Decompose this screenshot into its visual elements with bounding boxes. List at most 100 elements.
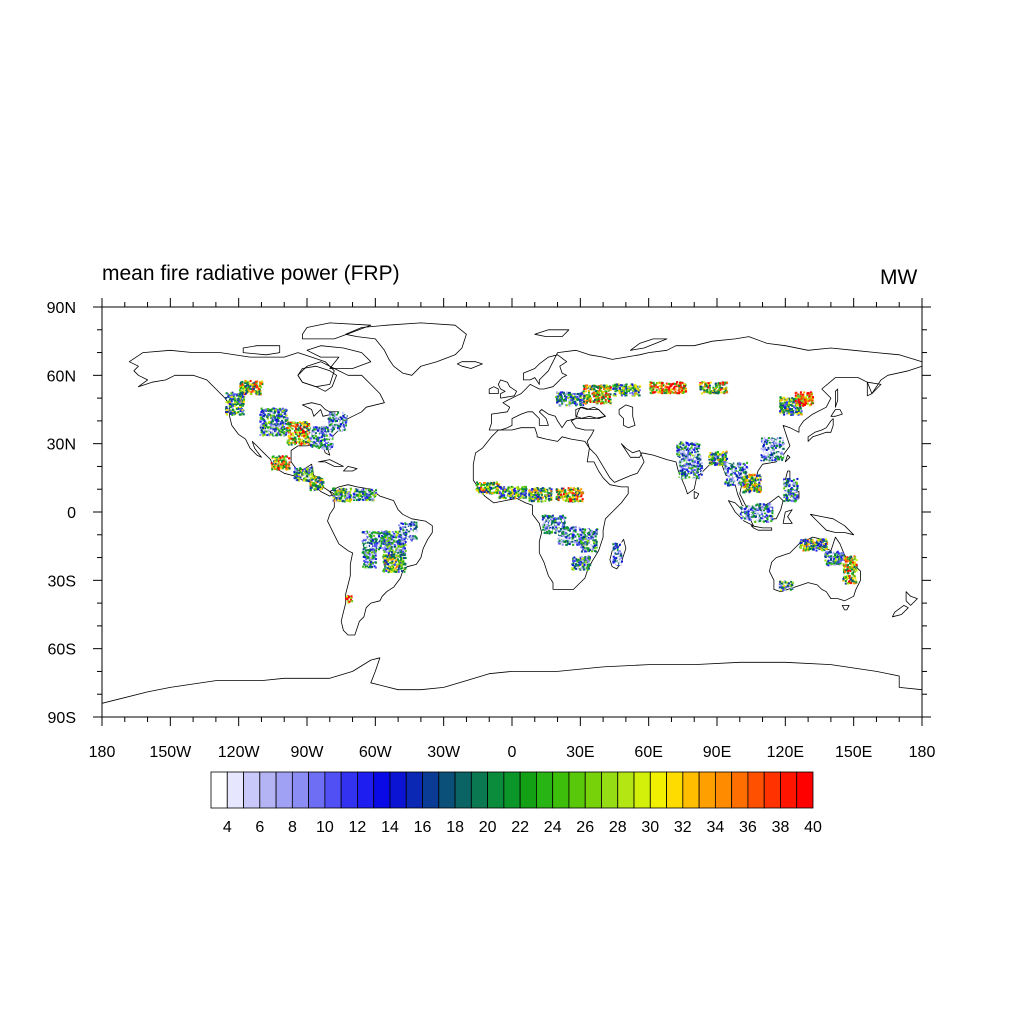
fire-pixel bbox=[402, 546, 405, 548]
fire-pixel bbox=[283, 426, 286, 428]
fire-pixel bbox=[369, 489, 372, 492]
fire-pixel bbox=[557, 397, 559, 400]
fire-pixel bbox=[295, 473, 298, 476]
fire-pixel bbox=[400, 567, 402, 570]
fire-pixel bbox=[281, 455, 284, 458]
fire-pixel bbox=[580, 393, 583, 396]
fire-pixel bbox=[250, 384, 253, 387]
fire-pixel bbox=[387, 539, 390, 542]
fire-pixel bbox=[284, 419, 287, 422]
fire-pixel bbox=[580, 541, 583, 544]
fire-pixel bbox=[616, 552, 619, 555]
fire-pixel bbox=[399, 549, 402, 552]
fire-pixel bbox=[590, 545, 593, 548]
fire-pixel bbox=[599, 389, 602, 392]
fire-pixel bbox=[535, 494, 538, 497]
fire-pixel bbox=[562, 534, 565, 537]
fire-pixel bbox=[518, 496, 521, 499]
fire-pixel bbox=[575, 558, 578, 561]
fire-pixel bbox=[587, 556, 590, 559]
fire-pixel bbox=[291, 427, 294, 430]
fire-pixel bbox=[345, 420, 348, 423]
fire-pixel bbox=[557, 541, 560, 544]
fire-pixel bbox=[390, 551, 393, 553]
fire-pixel bbox=[278, 433, 281, 436]
fire-pixel bbox=[484, 482, 487, 484]
fire-pixel bbox=[621, 392, 624, 394]
fire-pixel bbox=[371, 539, 374, 542]
fire-pixel bbox=[274, 416, 277, 419]
fire-pixel bbox=[281, 461, 284, 464]
fire-pixel bbox=[232, 412, 235, 415]
fire-pixel bbox=[593, 530, 595, 533]
fire-pixel bbox=[709, 390, 712, 393]
fire-pixel bbox=[359, 490, 362, 493]
fire-pixel bbox=[369, 543, 372, 546]
fire-pixel bbox=[274, 467, 277, 470]
fire-pixel bbox=[659, 381, 662, 384]
fire-pixel bbox=[317, 443, 320, 446]
fire-pixel bbox=[233, 401, 236, 404]
fire-pixel bbox=[593, 544, 596, 547]
fire-pixel bbox=[685, 468, 688, 471]
fire-pixel bbox=[382, 547, 385, 550]
fire-pixel bbox=[709, 381, 712, 384]
fire-pixel bbox=[368, 533, 371, 536]
fire-pixel bbox=[392, 568, 395, 571]
fire-pixel bbox=[614, 393, 617, 396]
fire-pixel bbox=[486, 482, 489, 485]
fire-pixel bbox=[271, 468, 274, 471]
fire-pixel bbox=[295, 428, 297, 431]
fire-pixel bbox=[581, 492, 584, 495]
fire-pixel bbox=[573, 401, 576, 404]
fire-pixel bbox=[581, 404, 583, 407]
fire-pixel bbox=[399, 531, 402, 534]
fire-pixel bbox=[320, 436, 323, 438]
fire-pixel bbox=[385, 555, 388, 558]
fire-pixel bbox=[362, 492, 364, 495]
fire-pixel bbox=[558, 539, 561, 542]
fire-pixel bbox=[690, 471, 693, 474]
fire-pixel bbox=[272, 411, 275, 414]
fire-pixel bbox=[323, 436, 326, 439]
fire-pixel bbox=[589, 533, 592, 536]
fire-pixel bbox=[571, 399, 574, 402]
fire-pixel bbox=[282, 467, 285, 470]
fire-pixel bbox=[311, 437, 314, 440]
fire-pixel bbox=[299, 476, 302, 479]
fire-pixel bbox=[503, 494, 506, 497]
fire-pixel bbox=[260, 407, 263, 410]
fire-pixel bbox=[621, 384, 624, 387]
fire-pixel bbox=[682, 391, 685, 393]
fire-pixel bbox=[287, 421, 290, 424]
fire-pixel bbox=[366, 565, 369, 567]
fire-pixel bbox=[387, 536, 390, 539]
fire-pixel bbox=[353, 499, 355, 501]
fire-pixel bbox=[404, 557, 407, 559]
fire-pixel bbox=[649, 388, 652, 391]
fire-pixel bbox=[323, 446, 326, 449]
fire-pixel bbox=[402, 550, 405, 553]
fire-pixel bbox=[362, 565, 365, 568]
fire-pixel bbox=[602, 402, 605, 405]
fire-pixel bbox=[368, 563, 371, 566]
fire-pixel bbox=[562, 493, 565, 496]
fire-pixel bbox=[666, 383, 669, 386]
fire-pixel bbox=[320, 480, 323, 483]
fire-pixel bbox=[579, 398, 581, 401]
fire-pixel bbox=[682, 444, 685, 446]
fire-pixel bbox=[344, 491, 347, 494]
fire-pixel bbox=[294, 438, 297, 441]
fire-pixel bbox=[280, 415, 283, 418]
fire-pixel bbox=[276, 423, 279, 426]
fire-pixel bbox=[334, 425, 337, 428]
fire-pixel bbox=[507, 488, 510, 491]
fire-pixel bbox=[534, 487, 537, 490]
fire-pixel bbox=[689, 462, 692, 465]
fire-pixel bbox=[230, 392, 233, 395]
fire-pixel bbox=[414, 527, 417, 530]
fire-pixel bbox=[309, 484, 312, 487]
fire-pixel bbox=[279, 432, 281, 435]
fire-pixel bbox=[242, 400, 245, 403]
